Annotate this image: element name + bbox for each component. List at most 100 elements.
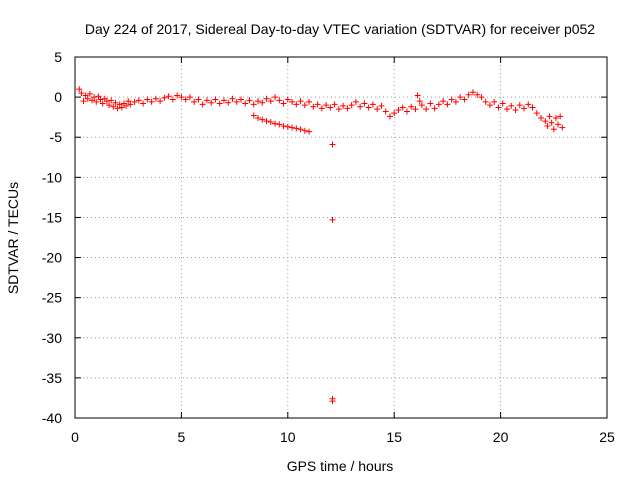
data-point xyxy=(323,102,330,109)
data-point xyxy=(306,98,313,105)
data-point xyxy=(544,122,551,129)
data-point xyxy=(157,98,164,105)
data-point xyxy=(538,114,545,121)
data-point xyxy=(327,104,334,111)
y-tick-label: -20 xyxy=(42,250,62,266)
data-point xyxy=(486,102,493,109)
data-point xyxy=(199,101,206,108)
data-point xyxy=(403,108,410,115)
y-tick-label: -25 xyxy=(42,290,62,306)
data-point xyxy=(423,106,430,113)
data-point xyxy=(395,106,402,113)
data-point xyxy=(503,106,510,113)
data-point xyxy=(297,98,304,105)
series-lower-branch xyxy=(250,112,313,135)
y-tick-label: -30 xyxy=(42,330,62,346)
data-point xyxy=(165,93,172,100)
data-point xyxy=(318,105,325,112)
data-point xyxy=(89,97,96,104)
data-point xyxy=(289,98,296,105)
y-tick-label: -35 xyxy=(42,370,62,386)
data-point xyxy=(369,101,376,108)
data-point xyxy=(306,128,313,135)
data-point xyxy=(178,94,185,101)
data-point xyxy=(444,101,451,108)
data-point xyxy=(512,106,519,113)
data-point xyxy=(116,101,123,108)
y-axis-label: SDTVAR / TECUs xyxy=(5,182,21,294)
data-point xyxy=(152,95,159,102)
data-point xyxy=(284,123,291,130)
data-point xyxy=(135,97,142,104)
grid-layer xyxy=(75,57,607,418)
data-point xyxy=(465,91,472,98)
data-point xyxy=(161,94,168,101)
data-point xyxy=(329,398,336,405)
data-point xyxy=(301,127,308,134)
data-point xyxy=(140,100,147,107)
data-point xyxy=(557,113,564,120)
data-point xyxy=(280,100,287,107)
data-point xyxy=(93,98,100,105)
data-point xyxy=(348,102,355,109)
data-point xyxy=(250,112,257,119)
data-point xyxy=(352,98,359,105)
data-point xyxy=(357,103,364,110)
data-point xyxy=(276,97,283,104)
y-tick-label: -10 xyxy=(42,169,62,185)
data-point xyxy=(255,98,262,105)
marks-layer xyxy=(76,86,566,405)
plot-frame xyxy=(74,56,608,419)
data-point xyxy=(474,91,481,98)
data-point xyxy=(293,101,300,108)
data-point xyxy=(272,120,279,127)
data-point xyxy=(118,104,125,111)
data-point xyxy=(97,96,104,103)
data-point xyxy=(550,126,557,133)
data-point xyxy=(418,102,425,109)
data-point xyxy=(76,86,83,93)
x-tick-label: 5 xyxy=(178,429,186,445)
data-point xyxy=(148,98,155,105)
data-point xyxy=(131,98,138,105)
data-point xyxy=(86,90,93,97)
data-point xyxy=(263,95,270,102)
y-tick-label: 5 xyxy=(54,49,62,65)
x-tick-label: 25 xyxy=(599,429,615,445)
data-point xyxy=(412,106,419,113)
data-point xyxy=(182,96,189,103)
data-point xyxy=(310,103,317,110)
x-axis-label: GPS time / hours xyxy=(287,458,394,474)
data-point xyxy=(542,118,549,125)
data-point xyxy=(555,121,562,128)
data-point xyxy=(106,102,113,109)
data-point xyxy=(208,99,215,106)
data-point xyxy=(259,116,266,123)
data-point xyxy=(280,122,287,129)
y-tick-label: -40 xyxy=(42,410,62,426)
data-point xyxy=(220,97,227,104)
data-point xyxy=(378,102,385,109)
data-point xyxy=(233,98,240,105)
data-point xyxy=(112,99,119,106)
data-point xyxy=(91,94,98,101)
data-point xyxy=(267,98,274,105)
data-point xyxy=(250,101,257,108)
data-point xyxy=(457,94,464,101)
x-tick-label: 0 xyxy=(71,429,79,445)
data-point xyxy=(448,96,455,103)
data-point xyxy=(365,104,372,111)
data-point xyxy=(452,98,459,105)
data-point xyxy=(516,102,523,109)
data-point xyxy=(329,141,336,148)
data-point xyxy=(552,114,559,121)
data-point xyxy=(521,105,528,112)
data-point xyxy=(435,101,442,108)
y-tick-label: 0 xyxy=(54,89,62,105)
data-point xyxy=(416,98,423,105)
data-point xyxy=(80,98,87,105)
data-point xyxy=(99,100,106,107)
data-point xyxy=(212,96,219,103)
data-point xyxy=(263,118,270,125)
data-point xyxy=(314,101,321,108)
